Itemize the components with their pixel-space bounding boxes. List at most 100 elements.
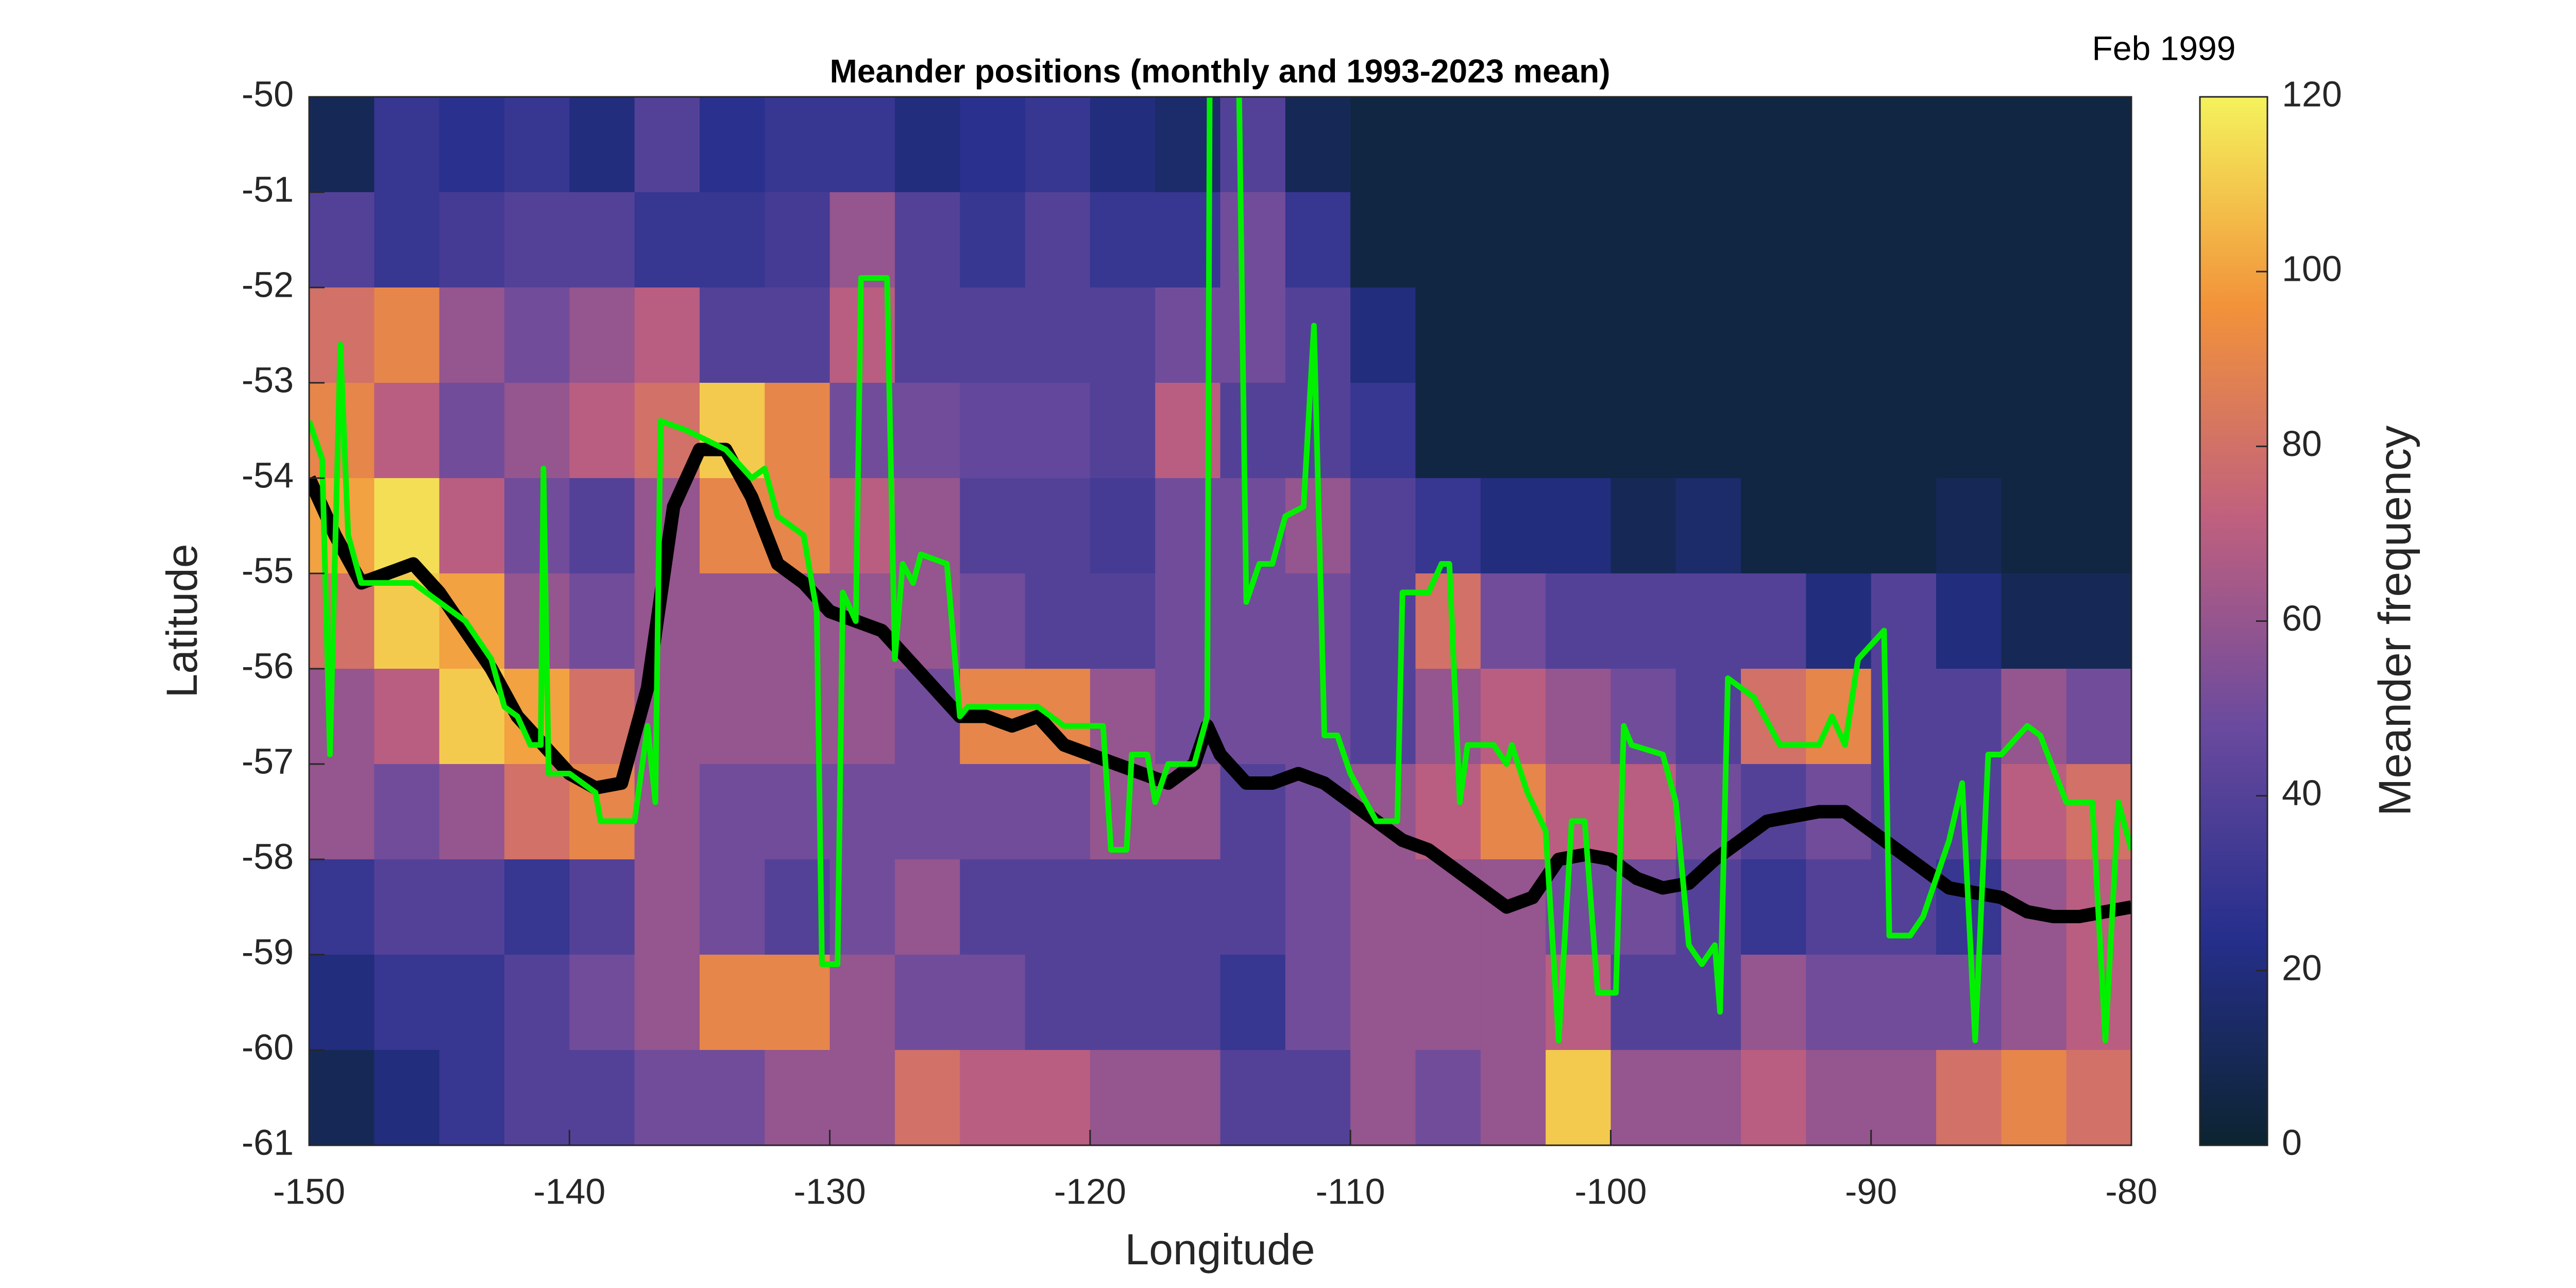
heat-cell (569, 955, 635, 1050)
heat-cell (1090, 573, 1156, 669)
heat-cell (634, 859, 700, 955)
heat-cell (1350, 287, 1416, 383)
heat-cell (634, 97, 700, 193)
heat-cell (504, 764, 570, 860)
heat-cell (1806, 859, 1872, 955)
y-tick-label: -60 (242, 1027, 294, 1067)
heat-cell (894, 764, 960, 860)
heat-cell (1611, 478, 1676, 574)
heat-cell (1350, 955, 1416, 1050)
heat-cell (1480, 573, 1546, 669)
heat-cell (374, 1050, 440, 1146)
heat-cell (1415, 669, 1481, 765)
heat-cell (699, 955, 765, 1050)
heat-cell (960, 97, 1026, 193)
heat-cell (1675, 97, 1741, 193)
heat-cell (1741, 97, 1806, 193)
line (309, 443, 2131, 923)
heat-cell (309, 192, 375, 288)
heat-cell (1741, 955, 1806, 1050)
heat-cell (1415, 192, 1481, 288)
heat-cell (1220, 383, 1286, 479)
heat-cell (1025, 573, 1091, 669)
heat-cell (894, 192, 960, 288)
heat-cell (1090, 97, 1156, 193)
heat-cell (960, 764, 1026, 860)
heat-cell (2066, 192, 2132, 288)
x-tick-label: -120 (1054, 1171, 1126, 1211)
heat-cell (569, 573, 635, 669)
heat-cell (1741, 1050, 1806, 1146)
heat-cell (1741, 192, 1806, 288)
heat-cell (1741, 478, 1806, 574)
heat-cell (374, 669, 440, 765)
heat-cell (960, 478, 1026, 574)
heat-cell (1090, 1050, 1156, 1146)
heat-cell (569, 97, 635, 193)
heat-cell (1090, 383, 1156, 479)
heat-cell (960, 955, 1026, 1050)
heat-cell (569, 192, 635, 288)
heat-cell (1871, 97, 1937, 193)
heat-cell (1025, 383, 1091, 479)
heat-cell (504, 383, 570, 479)
heat-cell (634, 1050, 700, 1146)
colorbar-tick-label: 0 (2282, 1122, 2302, 1162)
heat-cell (2066, 383, 2132, 479)
heat-cell (2066, 287, 2132, 383)
heat-cell (1611, 1050, 1676, 1146)
heat-cell (699, 192, 765, 288)
heat-cell (1741, 383, 1806, 479)
heat-cell (504, 573, 570, 669)
heat-cell (1741, 669, 1806, 765)
heat-cell (439, 383, 505, 479)
heat-cell (1936, 287, 2002, 383)
heat-cell (1415, 287, 1481, 383)
heat-cell (829, 478, 895, 574)
heat-cell (1741, 573, 1806, 669)
colorbar-tick-label: 120 (2282, 74, 2342, 114)
heat-cell (1546, 859, 1611, 955)
y-tick-label: -53 (242, 360, 294, 400)
y-tick-label: -51 (242, 169, 294, 209)
heat-cell (1871, 573, 1937, 669)
lines (309, 97, 2131, 1043)
heat-cell (699, 287, 765, 383)
heat-cell (1220, 859, 1286, 955)
heat-cell (829, 97, 895, 193)
heat-cell (1025, 478, 1091, 574)
heat-cell (1936, 192, 2002, 288)
heat-cell (960, 573, 1026, 669)
heat-cell (1220, 1050, 1286, 1146)
heat-cell (2066, 1050, 2132, 1146)
heat-cell (829, 383, 895, 479)
heat-cell (504, 192, 570, 288)
heat-cell (504, 955, 570, 1050)
heat-cell (829, 955, 895, 1050)
heat-cell (960, 859, 1026, 955)
heat-cell (765, 955, 831, 1050)
heat-cell (439, 955, 505, 1050)
heat-cell (1871, 287, 1937, 383)
heat-cell (894, 859, 960, 955)
heat-cell (1155, 573, 1221, 669)
heat-cell (2001, 97, 2067, 193)
heat-cell (1480, 383, 1546, 479)
heat-cell (1675, 287, 1741, 383)
heat-cell (1415, 955, 1481, 1050)
heat-cell (634, 192, 700, 288)
heat-cell (1350, 859, 1416, 955)
x-tick-label: -140 (533, 1171, 605, 1211)
x-axis-label: Longitude (1125, 1225, 1315, 1274)
heat-cell (1220, 287, 1286, 383)
heat-cell (1936, 1050, 2002, 1146)
heat-cell (765, 287, 831, 383)
colorbar-tick-label: 20 (2282, 947, 2322, 988)
heat-cell (1090, 287, 1156, 383)
heat-cell (1936, 955, 2002, 1050)
heat-cell (1806, 287, 1872, 383)
heat-cell (2001, 478, 2067, 574)
heat-cell (1350, 192, 1416, 288)
heat-cell (765, 1050, 831, 1146)
heat-cell (1090, 192, 1156, 288)
